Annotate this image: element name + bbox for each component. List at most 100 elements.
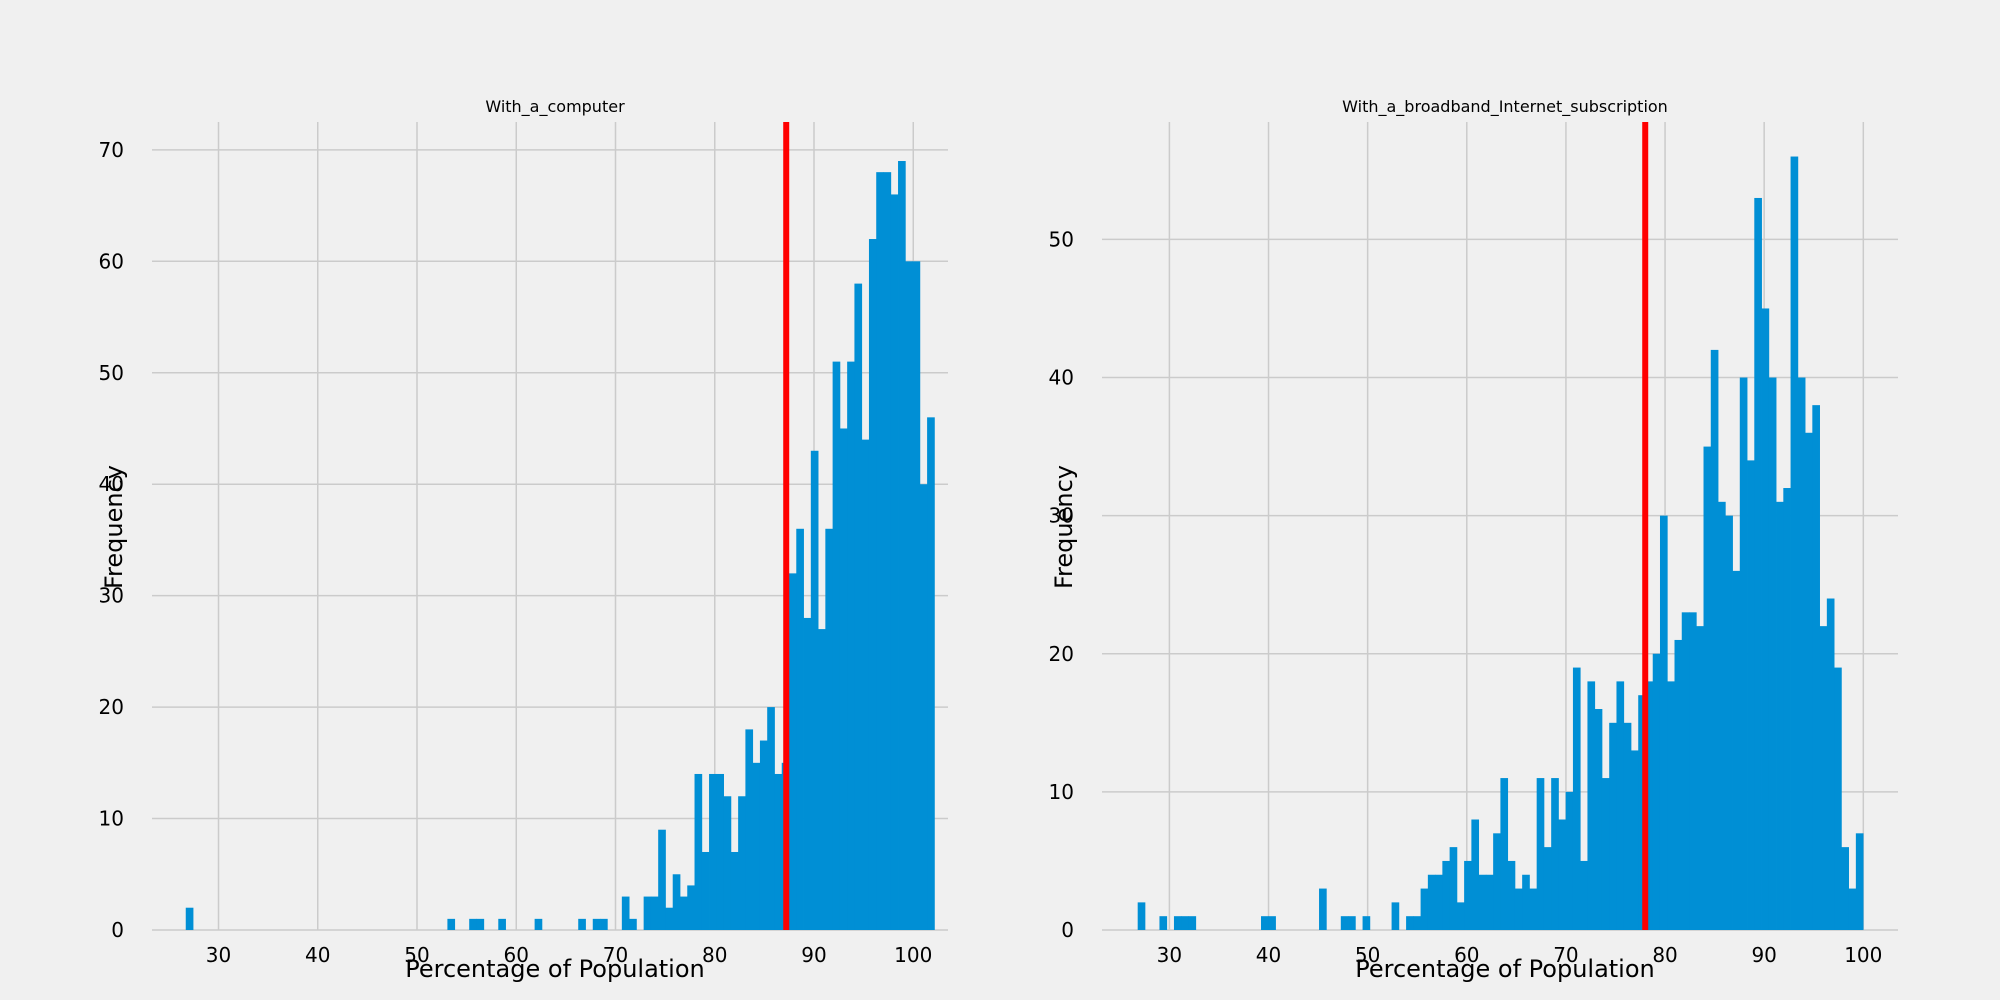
histogram-with-a-computer: With_a_computer Percentage of Population…	[99, 97, 948, 983]
histogram-bar	[1834, 667, 1842, 930]
histogram-bar	[629, 918, 637, 930]
histogram-bar	[498, 918, 506, 930]
histogram-bar	[592, 918, 601, 930]
histogram-bar	[1797, 377, 1806, 930]
histogram-bar	[1805, 432, 1813, 930]
x-tick-label: 100	[1844, 943, 1882, 967]
x-tick-label: 30	[206, 943, 231, 967]
histogram-bar	[803, 617, 812, 930]
histogram-bar	[1783, 488, 1791, 930]
x-axis-label: Percentage of Population	[1355, 955, 1655, 983]
x-tick-label: 70	[1553, 943, 1578, 967]
histogram-bar	[621, 896, 630, 930]
x-tick-label: 60	[504, 943, 529, 967]
histogram-bar	[1681, 612, 1690, 930]
y-tick-label: 10	[99, 807, 124, 831]
histogram-bar	[1855, 833, 1864, 930]
histogram-bar	[796, 528, 804, 930]
histogram-bar	[1261, 916, 1269, 930]
histogram-bar	[1718, 501, 1726, 930]
histogram-bar	[1638, 695, 1646, 930]
y-tick-label: 50	[99, 361, 124, 385]
histogram-bar	[723, 796, 732, 930]
histogram-bar	[1776, 501, 1784, 930]
histogram-bar	[1362, 916, 1371, 930]
histogram-bar	[1485, 874, 1494, 930]
histogram-bar	[1732, 570, 1741, 930]
histogram-bar	[1471, 819, 1480, 930]
histogram-bar	[1348, 916, 1356, 930]
histogram-bar	[1587, 681, 1596, 930]
histogram-bar	[1340, 916, 1349, 930]
histogram-bar	[789, 573, 797, 930]
histogram-bar	[1478, 874, 1487, 930]
histogram-bar	[752, 762, 761, 930]
histogram-bar	[832, 361, 841, 931]
histogram-bar	[1493, 833, 1501, 930]
y-tick-label: 30	[99, 584, 124, 608]
bars	[1137, 156, 1864, 931]
histogram-bar	[919, 484, 928, 930]
histogram-bar	[1725, 515, 1733, 930]
histogram-bar	[1543, 847, 1552, 930]
y-tick-label: 30	[1049, 504, 1074, 528]
histogram-bar	[1754, 197, 1762, 930]
histogram-bar	[687, 885, 695, 930]
histogram-bar	[1674, 639, 1683, 930]
chart-title: With_a_computer	[485, 97, 625, 117]
x-tick-label: 80	[1652, 943, 1677, 967]
histogram-bar	[1449, 847, 1458, 930]
histogram-bar	[1630, 750, 1639, 930]
histogram-bar	[1848, 888, 1857, 930]
x-tick-label: 60	[1454, 943, 1479, 967]
histogram-bar	[600, 918, 608, 930]
histogram-bar	[1181, 916, 1189, 930]
histogram-bar	[1529, 888, 1538, 930]
histogram-bar	[1580, 860, 1588, 930]
histogram-bar	[701, 851, 710, 930]
histogram-bar	[1391, 902, 1400, 930]
histogram-bar	[1826, 598, 1835, 930]
y-tick-label: 10	[1049, 780, 1074, 804]
x-tick-label: 90	[801, 943, 826, 967]
y-tick-label: 20	[1049, 642, 1074, 666]
histogram-bar	[665, 907, 674, 930]
histogram-bar	[185, 907, 194, 930]
y-tick-label: 40	[1049, 366, 1074, 390]
histogram-bar	[476, 918, 485, 930]
x-axis-label: Percentage of Population	[405, 955, 705, 983]
x-tick-label: 50	[1355, 943, 1380, 967]
histogram-bar	[868, 239, 877, 930]
histogram-bar	[716, 773, 724, 930]
histogram-bar	[1710, 349, 1719, 930]
histogram-bar	[1601, 778, 1610, 930]
histogram-bar	[643, 896, 652, 930]
histogram-bar	[1188, 916, 1197, 930]
histogram-bar	[912, 261, 921, 931]
histogram-bar	[1790, 156, 1799, 930]
histogram-bar	[774, 773, 783, 930]
histogram-bar	[1667, 681, 1675, 930]
histogram-bar	[1652, 653, 1661, 930]
histogram-bar	[1413, 916, 1422, 930]
histogram-bar	[1761, 308, 1770, 930]
histogram-bar	[1609, 722, 1617, 930]
histogram-bar	[1572, 667, 1581, 930]
histogram-bar	[447, 918, 456, 930]
x-tick-labels: 30 40 50 60 70 80 90 100	[1157, 943, 1883, 967]
histogram-bar	[1500, 778, 1509, 930]
chart-title: With_a_broadband_Internet_subscription	[1342, 97, 1668, 117]
histogram-bar	[1514, 888, 1523, 930]
histogram-bar	[847, 361, 855, 931]
histogram-bar	[1812, 405, 1820, 931]
histogram-bar	[861, 439, 870, 930]
histogram-bar	[927, 417, 935, 931]
histogram-bar	[1456, 902, 1465, 930]
x-tick-label: 40	[1256, 943, 1281, 967]
histogram-with-broadband-subscription: With_a_broadband_Internet_subscription P…	[1049, 97, 1898, 983]
x-tick-label: 100	[894, 943, 932, 967]
histogram-bar	[1507, 860, 1516, 930]
histogram-bar	[578, 918, 586, 930]
histogram-bar	[709, 773, 717, 930]
